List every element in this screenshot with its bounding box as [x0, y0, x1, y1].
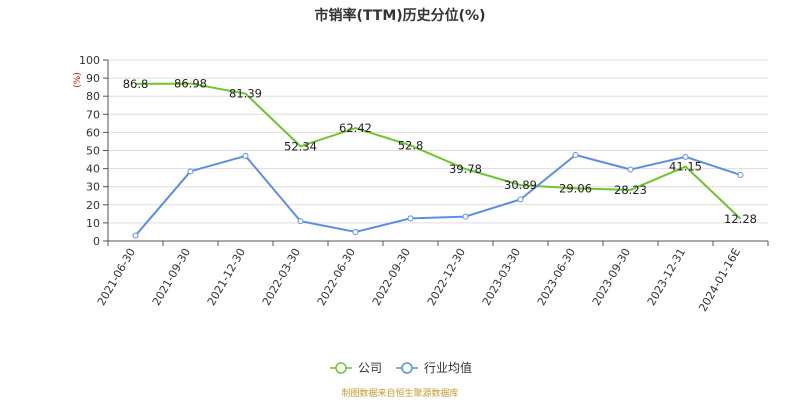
- y-tick-label: 90: [86, 72, 100, 85]
- series-point-1: [737, 171, 744, 178]
- data-label: 86.8: [123, 77, 149, 91]
- series-line-1: [134, 154, 741, 237]
- x-tick-label: 2023-12-31: [645, 246, 688, 308]
- legend-swatch-marker: [401, 362, 413, 374]
- legend-label: 公司: [358, 361, 382, 375]
- series-point-1: [187, 168, 194, 175]
- x-tick-label: 2023-09-30: [590, 246, 633, 308]
- x-tick-label: 2022-09-30: [370, 246, 413, 308]
- series-point-1: [682, 153, 689, 160]
- x-tick-label: 2022-12-30: [425, 246, 468, 308]
- legend-swatch-marker: [335, 362, 347, 374]
- data-label: 28.23: [614, 183, 647, 197]
- legend-item-company[interactable]: 公司: [330, 361, 382, 375]
- data-label: 41.15: [669, 160, 702, 174]
- x-tick-label: 2022-06-30: [315, 246, 358, 308]
- y-tick-label: 70: [86, 108, 100, 121]
- legend-item-industry[interactable]: 行业均值: [396, 360, 472, 375]
- x-tick-labels: 2021-06-30 2021-09-30 2021-12-30 2022-03-30…: [95, 246, 743, 314]
- y-tick-label: 40: [86, 163, 100, 176]
- data-label: 62.42: [339, 121, 372, 135]
- axes: [103, 59, 769, 246]
- y-tick-label: 50: [86, 145, 100, 158]
- series-point-1: [572, 152, 579, 159]
- y-tick-labels: 0 10 20 30 40 50 60 70 80 90 100: [79, 54, 100, 248]
- y-tick-label: 30: [86, 181, 100, 194]
- data-label: 52.34: [284, 139, 317, 153]
- series-layer: [132, 82, 744, 239]
- y-unit-label: (%): [73, 72, 83, 88]
- x-tick-label: 2021-12-30: [205, 246, 248, 308]
- x-tick-label: 2022-03-30: [260, 246, 303, 308]
- series-point-1: [352, 228, 359, 235]
- data-label: 39.78: [449, 162, 482, 176]
- x-tick-label: 2023-06-30: [535, 246, 578, 308]
- y-tick-label: 80: [86, 90, 100, 103]
- y-tick-label: 20: [86, 199, 100, 212]
- y-tick-label: 100: [79, 54, 100, 67]
- x-tick-label: 2023-03-30: [480, 246, 523, 308]
- chart-title: 市销率(TTM)历史分位(%): [315, 7, 486, 24]
- data-label: 86.98: [174, 77, 207, 91]
- series-point-1: [132, 232, 139, 239]
- x-tick-label: 2021-06-30: [95, 246, 138, 308]
- legend[interactable]: 公司 行业均值: [330, 360, 472, 375]
- source-note: 制图数据来自恒生聚源数据库: [341, 387, 458, 399]
- series-point-1: [517, 196, 524, 203]
- x-tick-label: 2024-01-16E: [696, 246, 743, 314]
- x-tick-label: 2021-09-30: [150, 246, 193, 308]
- series-point-1: [297, 218, 304, 225]
- y-tick-label: 0: [93, 235, 100, 248]
- series-line-0: [135, 82, 742, 220]
- y-tick-label: 10: [86, 217, 100, 230]
- series-point-1: [407, 215, 414, 222]
- grid-lines: [108, 59, 768, 224]
- data-label: 12.28: [724, 212, 757, 226]
- data-label: 30.89: [504, 178, 537, 192]
- legend-label: 行业均值: [424, 360, 472, 375]
- data-label: 81.39: [229, 87, 262, 101]
- series-point-1: [242, 152, 249, 159]
- data-labels: 86.8 86.98 81.39 52.34 62.42 52.8 39.78 30.89 29…: [123, 77, 757, 226]
- y-tick-label: 60: [86, 126, 100, 139]
- series-point-1: [462, 213, 469, 220]
- data-label: 52.8: [398, 138, 424, 152]
- data-label: 29.06: [559, 181, 592, 195]
- series-point-1: [627, 166, 634, 173]
